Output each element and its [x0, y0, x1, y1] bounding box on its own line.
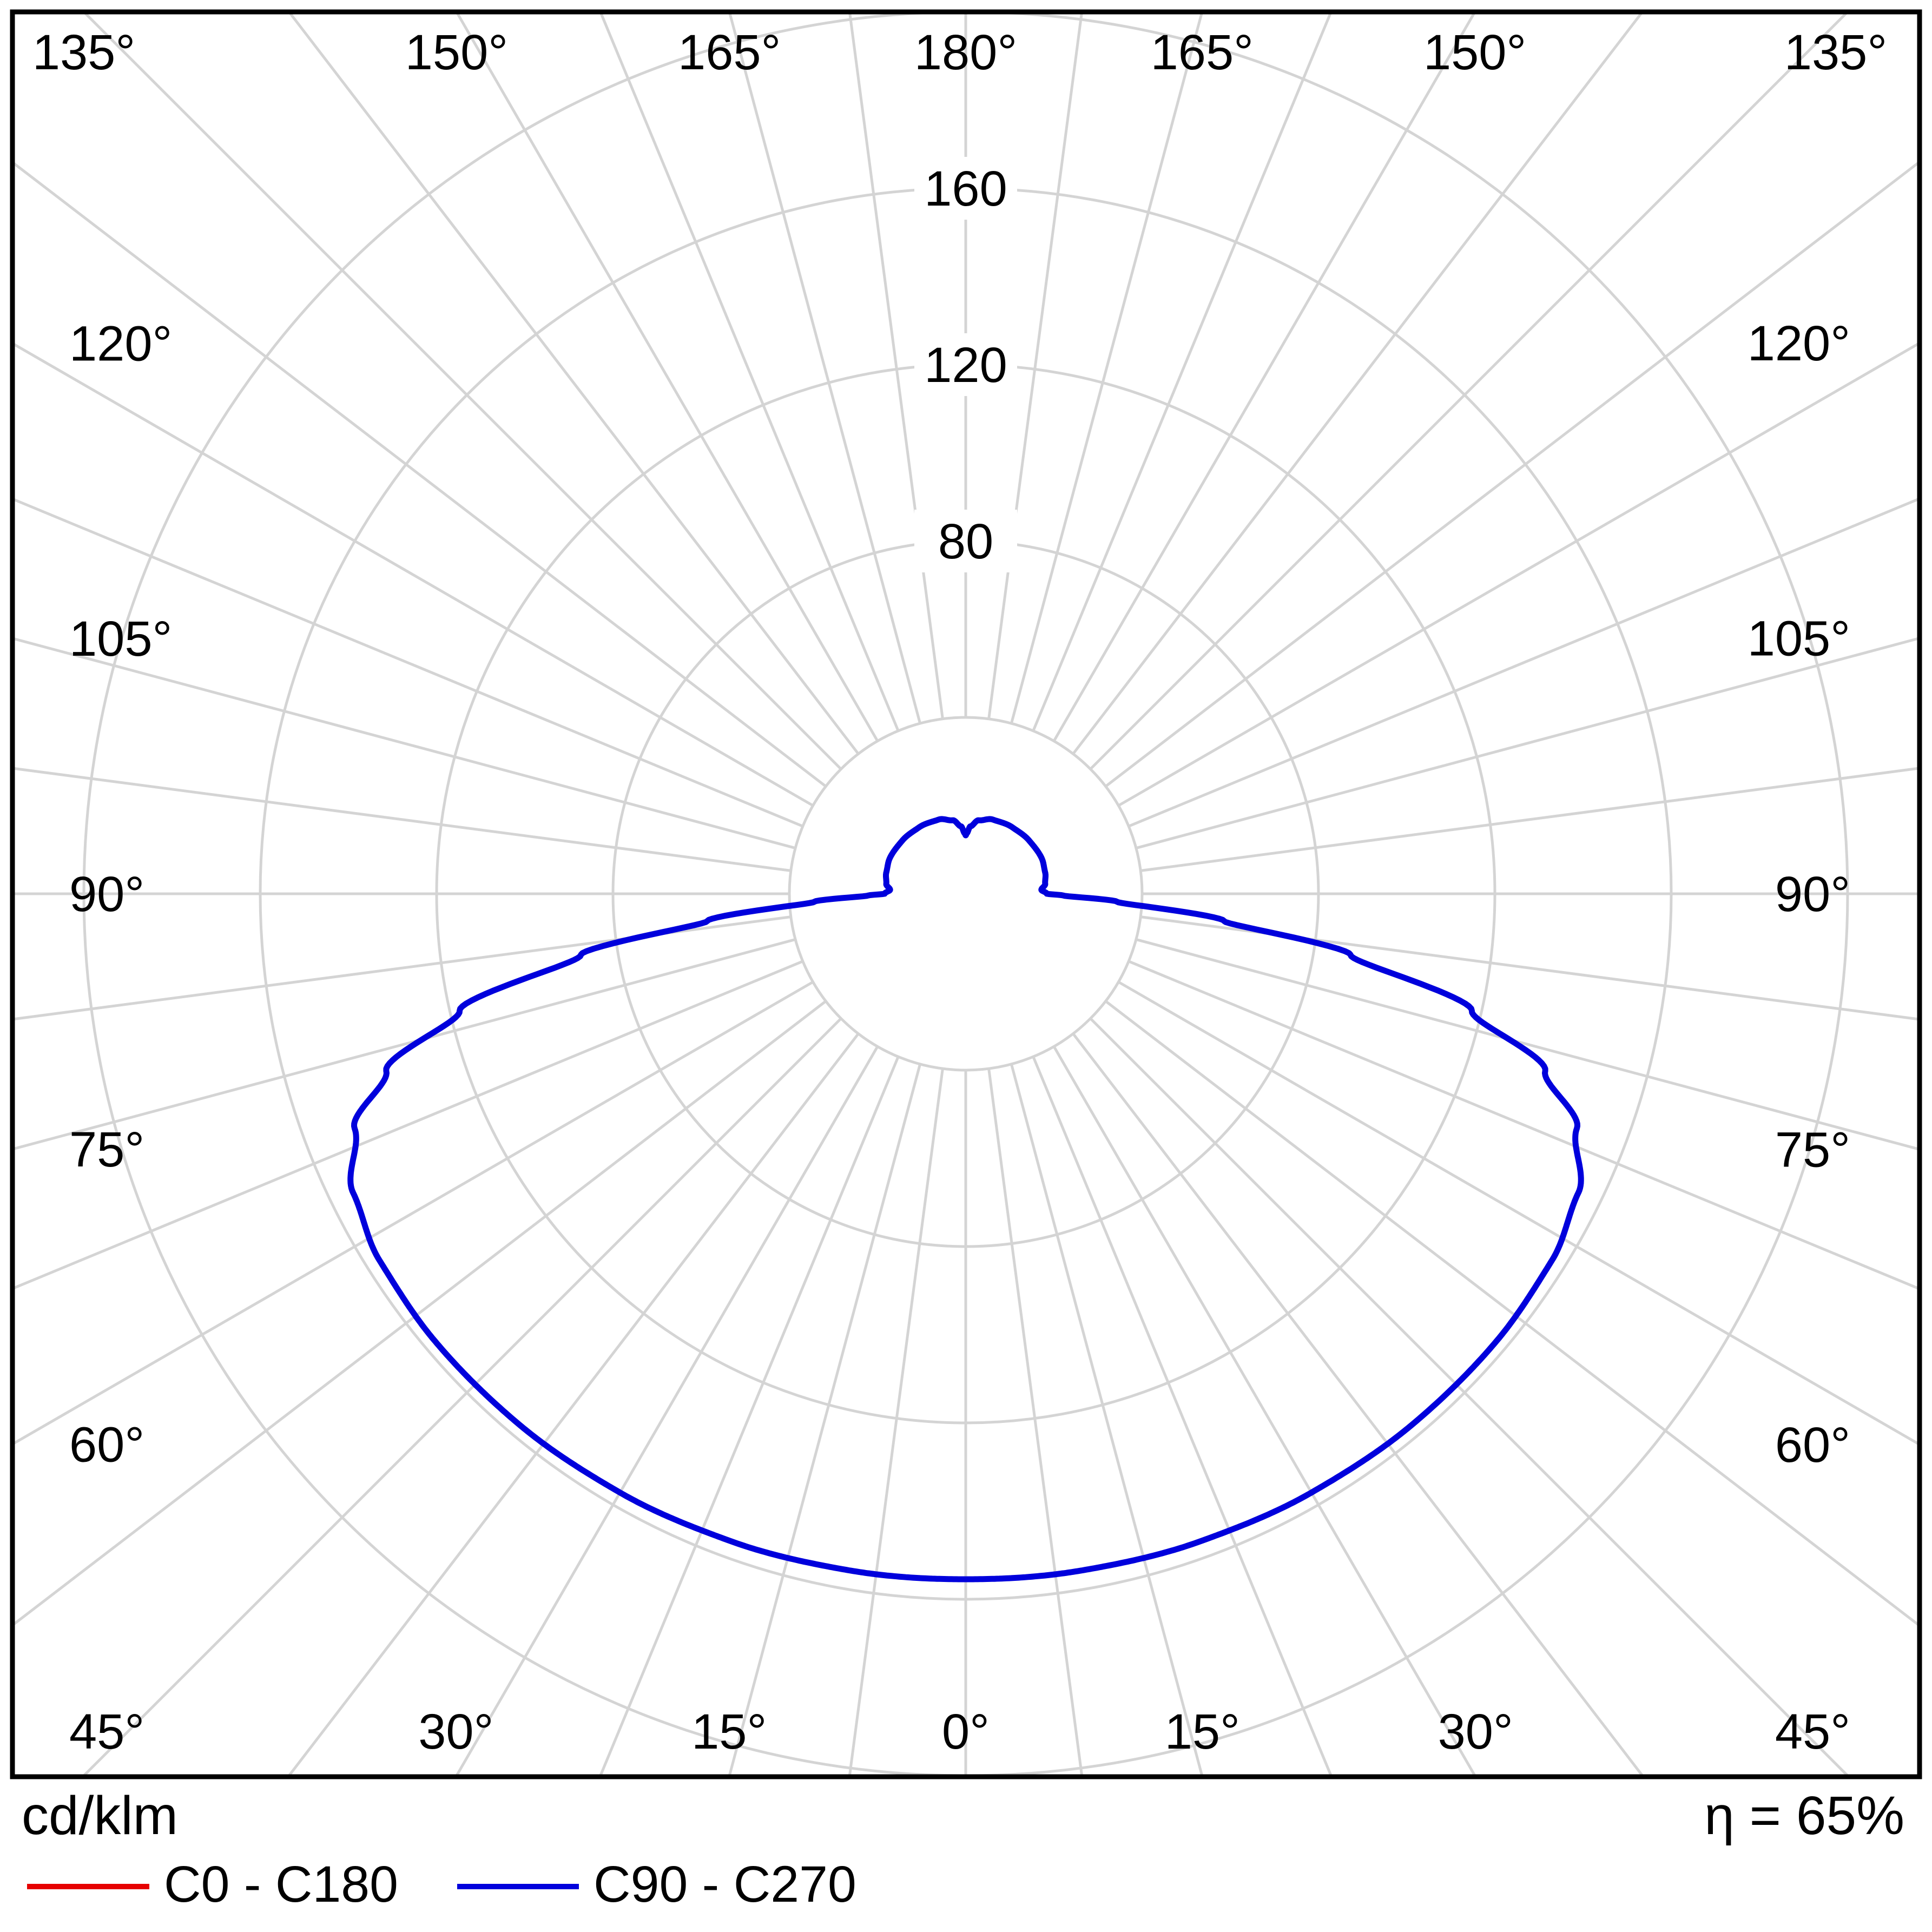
svg-text:cd/klm: cd/klm — [22, 1785, 178, 1846]
svg-text:180°: 180° — [914, 25, 1017, 80]
svg-text:105°: 105° — [69, 611, 172, 667]
svg-text:0°: 0° — [942, 1704, 990, 1759]
svg-text:75°: 75° — [69, 1122, 144, 1177]
svg-text:120: 120 — [924, 338, 1007, 393]
svg-text:135°: 135° — [1784, 25, 1887, 80]
svg-text:160: 160 — [924, 161, 1007, 216]
svg-text:80: 80 — [938, 514, 993, 569]
svg-text:135°: 135° — [32, 25, 135, 80]
svg-text:150°: 150° — [405, 25, 508, 80]
svg-text:η = 65%: η = 65% — [1704, 1785, 1904, 1846]
svg-text:165°: 165° — [1151, 25, 1254, 80]
svg-text:15°: 15° — [691, 1704, 767, 1759]
svg-text:75°: 75° — [1775, 1122, 1850, 1177]
svg-text:30°: 30° — [1438, 1704, 1513, 1759]
svg-text:120°: 120° — [69, 316, 172, 372]
svg-text:15°: 15° — [1165, 1704, 1240, 1759]
svg-text:30°: 30° — [418, 1704, 493, 1759]
svg-text:45°: 45° — [69, 1704, 144, 1759]
svg-text:120°: 120° — [1748, 316, 1850, 371]
svg-text:90°: 90° — [1775, 867, 1850, 922]
svg-text:C0 - C180: C0 - C180 — [164, 1856, 398, 1913]
svg-text:90°: 90° — [69, 867, 144, 922]
svg-text:150°: 150° — [1423, 25, 1526, 80]
svg-text:45°: 45° — [1775, 1704, 1850, 1759]
svg-text:60°: 60° — [1775, 1417, 1850, 1473]
svg-text:60°: 60° — [69, 1417, 144, 1472]
svg-text:165°: 165° — [678, 25, 781, 80]
svg-text:C90 - C270: C90 - C270 — [594, 1856, 856, 1913]
svg-text:105°: 105° — [1748, 611, 1850, 667]
